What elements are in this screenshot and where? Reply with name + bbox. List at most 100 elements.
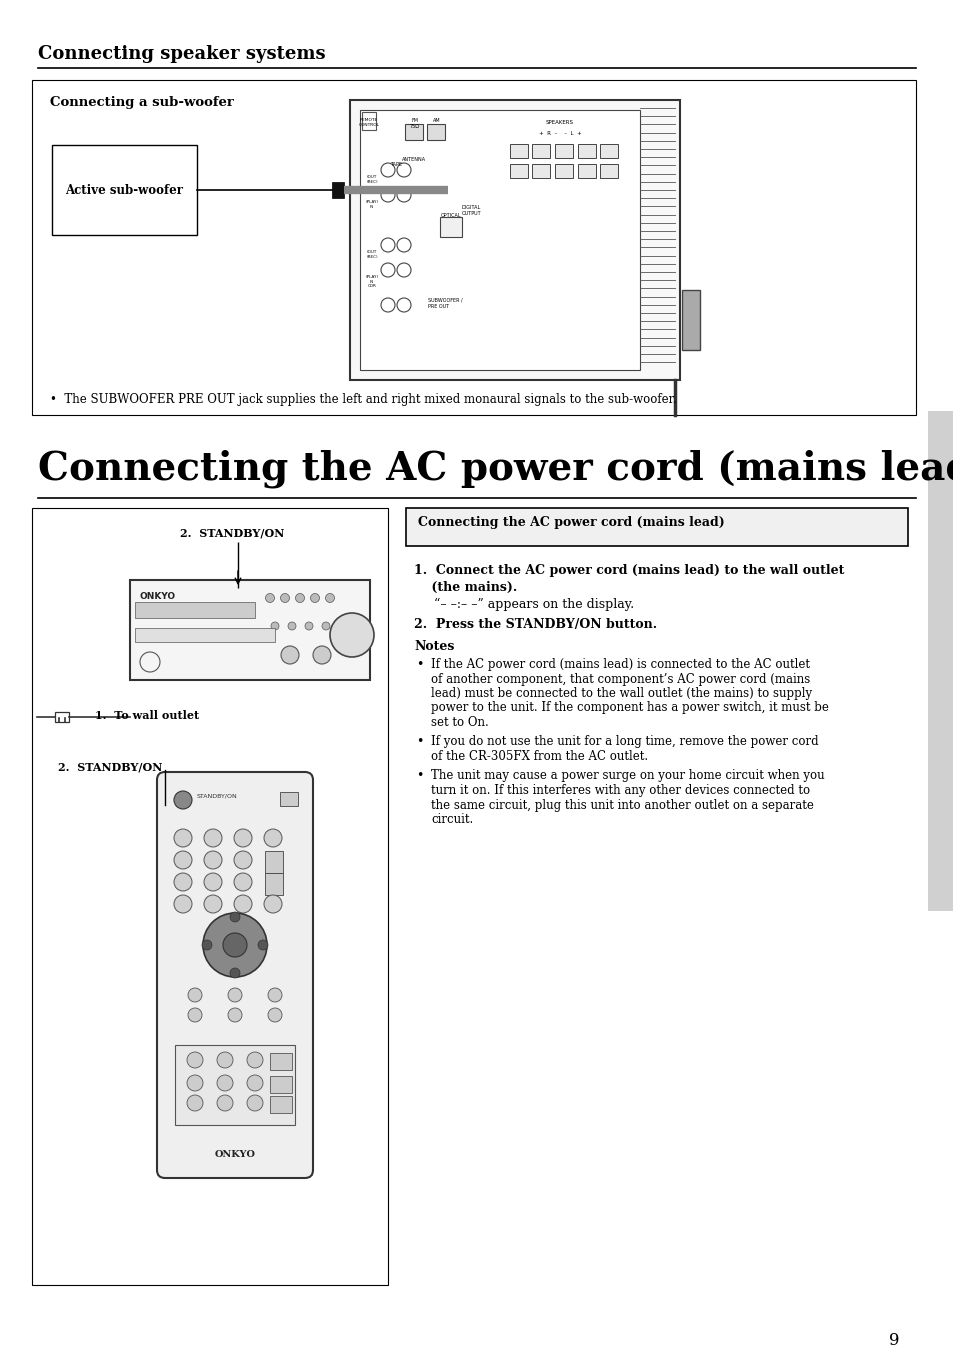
Text: ONKYO: ONKYO — [140, 592, 176, 601]
Circle shape — [173, 830, 192, 847]
Text: turn it on. If this interferes with any other devices connected to: turn it on. If this interferes with any … — [431, 784, 809, 797]
Circle shape — [187, 1096, 203, 1111]
Circle shape — [188, 988, 202, 1002]
Text: Connecting a sub-woofer: Connecting a sub-woofer — [50, 96, 233, 109]
Bar — [135, 628, 274, 642]
Circle shape — [330, 613, 374, 657]
Circle shape — [288, 621, 295, 630]
Text: the same circuit, plug this unit into another outlet on a separate: the same circuit, plug this unit into an… — [431, 798, 813, 812]
Bar — [510, 163, 527, 178]
Circle shape — [295, 593, 304, 603]
Text: Connecting the AC power cord (mains lead): Connecting the AC power cord (mains lead… — [38, 450, 953, 489]
Circle shape — [233, 851, 252, 869]
Bar — [280, 792, 297, 807]
Text: lead) must be connected to the wall outlet (the mains) to supply: lead) must be connected to the wall outl… — [431, 688, 811, 700]
Text: Active sub-woofer: Active sub-woofer — [66, 184, 183, 196]
Text: (OUT
(REC): (OUT (REC) — [366, 250, 377, 258]
Text: circuit.: circuit. — [431, 813, 473, 825]
Circle shape — [313, 646, 331, 663]
Text: 9: 9 — [888, 1332, 899, 1350]
Circle shape — [264, 830, 282, 847]
Text: 2.  Press the STANDBY/ON button.: 2. Press the STANDBY/ON button. — [414, 617, 657, 631]
Text: If you do not use the unit for a long time, remove the power cord: If you do not use the unit for a long ti… — [431, 735, 818, 748]
Circle shape — [233, 894, 252, 913]
Text: 1.  Connect the AC power cord (mains lead) to the wall outlet: 1. Connect the AC power cord (mains lead… — [414, 563, 843, 577]
Text: Connecting speaker systems: Connecting speaker systems — [38, 45, 325, 63]
Bar — [52, 145, 196, 235]
Text: AM: AM — [433, 118, 440, 123]
Bar — [406, 508, 907, 546]
Bar — [270, 1075, 292, 1093]
Bar — [927, 411, 953, 911]
Text: •  The SUBWOOFER PRE OUT jack supplies the left and right mixed monaural signals: • The SUBWOOFER PRE OUT jack supplies th… — [50, 393, 676, 407]
Text: DIGITAL
OUTPUT: DIGITAL OUTPUT — [461, 205, 481, 216]
Bar — [578, 163, 596, 178]
Circle shape — [264, 894, 282, 913]
Circle shape — [228, 988, 242, 1002]
Bar — [270, 1052, 292, 1070]
Bar — [599, 163, 618, 178]
Text: (PLAY)
IN
CDR: (PLAY) IN CDR — [365, 276, 378, 288]
Bar — [555, 163, 573, 178]
Text: +  R  –    –  L  +: + R – – L + — [538, 131, 580, 136]
Circle shape — [271, 621, 278, 630]
Circle shape — [204, 873, 222, 892]
Circle shape — [310, 593, 319, 603]
Text: REMOTE
CONTROL: REMOTE CONTROL — [358, 118, 379, 127]
Text: 2.  STANDBY/ON: 2. STANDBY/ON — [180, 528, 284, 539]
Bar — [270, 1096, 292, 1113]
Bar — [265, 851, 283, 873]
Bar — [439, 218, 461, 236]
Circle shape — [281, 646, 298, 663]
Circle shape — [247, 1075, 263, 1092]
Text: Notes: Notes — [414, 640, 454, 653]
Text: The unit may cause a power surge on your home circuit when you: The unit may cause a power surge on your… — [431, 770, 823, 782]
Bar — [405, 124, 422, 141]
Bar — [135, 603, 254, 617]
Text: FM
75Ω: FM 75Ω — [410, 118, 419, 128]
Circle shape — [247, 1096, 263, 1111]
Text: (the mains).: (the mains). — [414, 581, 517, 594]
Circle shape — [247, 1052, 263, 1069]
Text: power to the unit. If the component has a power switch, it must be: power to the unit. If the component has … — [431, 701, 828, 715]
Circle shape — [216, 1052, 233, 1069]
Circle shape — [187, 1075, 203, 1092]
Text: ANTENNA: ANTENNA — [401, 157, 426, 162]
Circle shape — [233, 830, 252, 847]
FancyBboxPatch shape — [157, 771, 313, 1178]
Bar — [510, 145, 527, 158]
Bar — [532, 163, 550, 178]
Bar — [555, 145, 573, 158]
Text: ONKYO: ONKYO — [214, 1150, 255, 1159]
Circle shape — [338, 621, 347, 630]
Circle shape — [216, 1096, 233, 1111]
Text: of the CR-305FX from the AC outlet.: of the CR-305FX from the AC outlet. — [431, 750, 647, 763]
Text: OPTICAL: OPTICAL — [440, 213, 461, 218]
Bar — [599, 145, 618, 158]
Circle shape — [216, 1075, 233, 1092]
Bar — [265, 873, 283, 894]
Text: 1.  To wall outlet: 1. To wall outlet — [95, 711, 199, 721]
Text: set to On.: set to On. — [431, 716, 488, 730]
Circle shape — [173, 873, 192, 892]
Circle shape — [173, 851, 192, 869]
FancyBboxPatch shape — [130, 580, 370, 680]
Bar — [578, 145, 596, 158]
Circle shape — [204, 894, 222, 913]
Text: 2.  STANDBY/ON: 2. STANDBY/ON — [58, 762, 162, 773]
Circle shape — [233, 873, 252, 892]
Circle shape — [257, 940, 268, 950]
Text: If the AC power cord (mains lead) is connected to the AC outlet: If the AC power cord (mains lead) is con… — [431, 658, 809, 671]
Circle shape — [230, 969, 240, 978]
Circle shape — [187, 1052, 203, 1069]
Circle shape — [268, 988, 282, 1002]
Text: •: • — [416, 658, 423, 671]
Circle shape — [204, 851, 222, 869]
Circle shape — [265, 593, 274, 603]
Circle shape — [203, 913, 267, 977]
Text: of another component, that component’s AC power cord (mains: of another component, that component’s A… — [431, 673, 809, 685]
Circle shape — [223, 934, 247, 957]
Circle shape — [204, 830, 222, 847]
Bar — [350, 100, 679, 380]
Circle shape — [202, 940, 212, 950]
